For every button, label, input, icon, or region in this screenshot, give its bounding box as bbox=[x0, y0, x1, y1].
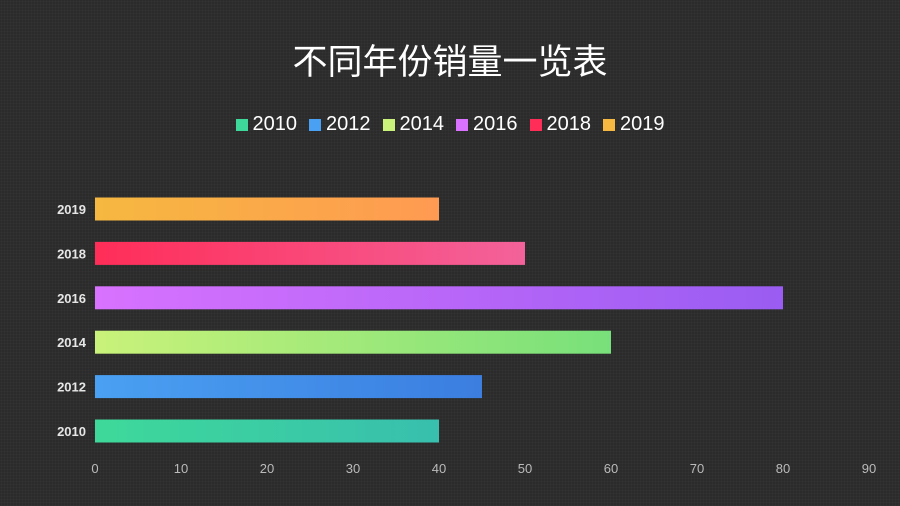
y-tick-label: 2018 bbox=[57, 246, 86, 261]
y-tick-label: 2012 bbox=[57, 380, 86, 395]
bar-2012[interactable] bbox=[95, 375, 482, 399]
legend-item-2012[interactable]: 2012 bbox=[309, 113, 371, 136]
legend-label: 2019 bbox=[620, 113, 665, 135]
legend-item-2018[interactable]: 2018 bbox=[529, 113, 592, 136]
legend-item-2019[interactable]: 2019 bbox=[603, 113, 665, 136]
bar-2016[interactable] bbox=[95, 286, 783, 310]
x-tick-label: 20 bbox=[260, 461, 274, 476]
legend: 2010 2012 2014 2016 2018 2019 bbox=[0, 113, 900, 136]
legend-label: 2010 bbox=[252, 113, 298, 135]
x-tick-label: 40 bbox=[432, 461, 446, 476]
legend-swatch bbox=[456, 118, 468, 131]
chart-title: 不同年份销量一览表 bbox=[292, 43, 608, 83]
legend-label: 2014 bbox=[399, 113, 445, 135]
y-tick-label: 2010 bbox=[57, 424, 86, 439]
legend-item-2016[interactable]: 2016 bbox=[456, 113, 518, 136]
x-tick-label: 80 bbox=[776, 461, 790, 476]
y-tick-label: 2016 bbox=[57, 291, 86, 306]
bar-2019[interactable] bbox=[95, 197, 439, 221]
legend-swatch bbox=[529, 118, 542, 131]
legend-swatch bbox=[235, 118, 248, 131]
legend-swatch bbox=[382, 118, 395, 131]
legend-item-2010[interactable]: 2010 bbox=[235, 113, 298, 136]
bar-2018[interactable] bbox=[95, 241, 525, 265]
legend-label: 2016 bbox=[473, 113, 518, 135]
y-tick-label: 2014 bbox=[57, 335, 87, 350]
x-tick-label: 10 bbox=[174, 461, 188, 476]
x-tick-label: 0 bbox=[91, 461, 98, 476]
legend-swatch bbox=[603, 118, 615, 131]
y-tick-label: 2019 bbox=[57, 202, 86, 217]
x-tick-label: 60 bbox=[604, 461, 618, 476]
bar-2014[interactable] bbox=[95, 330, 611, 354]
x-tick-label: 50 bbox=[518, 461, 532, 476]
bar-2010[interactable] bbox=[95, 419, 439, 443]
legend-swatch bbox=[309, 118, 321, 131]
x-tick-label: 70 bbox=[690, 461, 704, 476]
legend-label: 2018 bbox=[546, 113, 592, 135]
x-tick-label: 90 bbox=[862, 461, 876, 476]
x-tick-label: 30 bbox=[346, 461, 360, 476]
legend-label: 2012 bbox=[326, 113, 371, 135]
legend-item-2014[interactable]: 2014 bbox=[382, 113, 445, 136]
